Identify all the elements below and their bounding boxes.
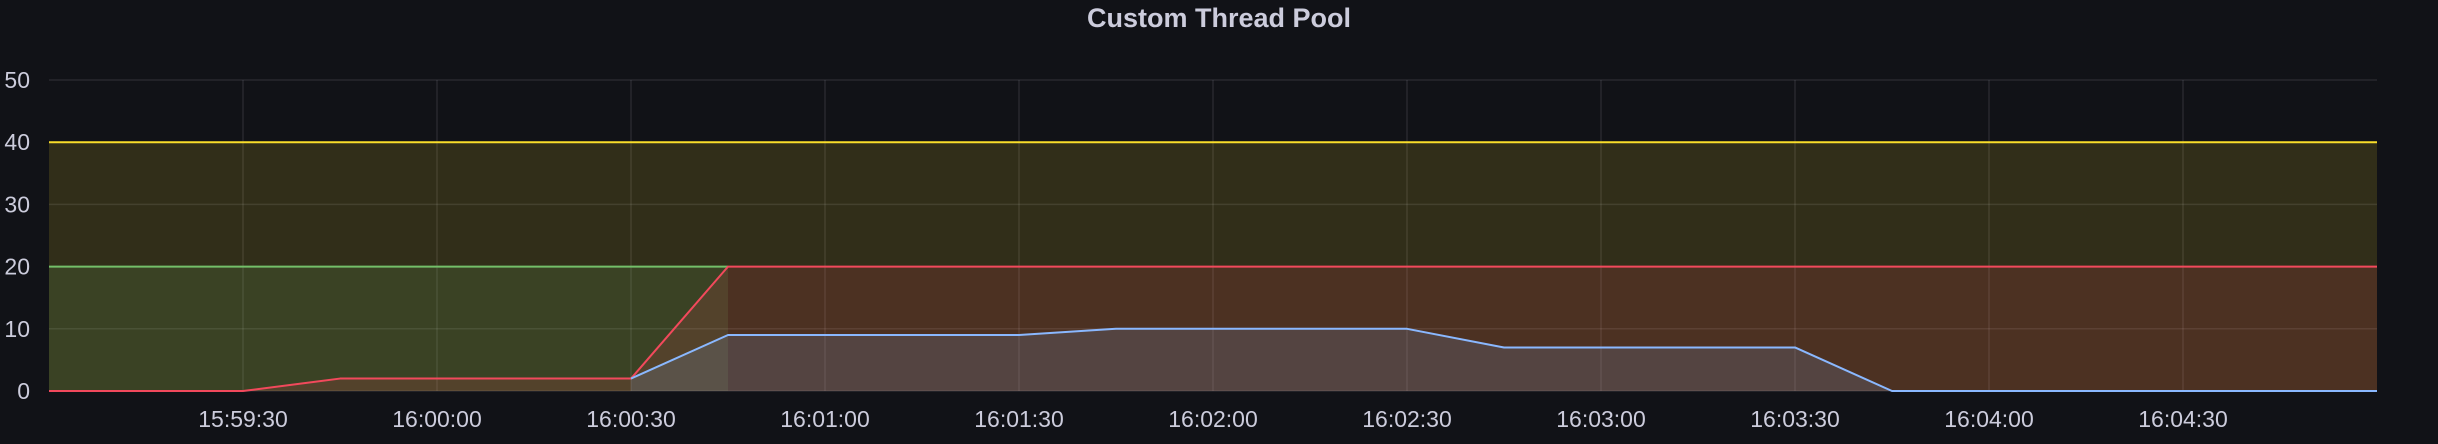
series-line-3[interactable] — [630, 327, 2377, 392]
y-tick-label: 50 — [4, 67, 30, 93]
series-lines — [49, 141, 2377, 392]
y-tick-label: 10 — [4, 316, 30, 342]
x-tick-label: 16:02:00 — [1168, 406, 1258, 432]
y-tick-label: 20 — [4, 254, 30, 280]
x-tick-label: 15:59:30 — [198, 406, 288, 432]
series-area-1 — [49, 266, 728, 391]
x-tick-label: 16:04:30 — [2138, 406, 2228, 432]
y-axis-ticks: 0 10 20 30 40 50 — [4, 67, 30, 404]
y-tick-label: 0 — [17, 378, 30, 404]
x-tick-label: 16:03:00 — [1556, 406, 1646, 432]
y-tick-label: 40 — [4, 129, 30, 155]
panel-title[interactable]: Custom Thread Pool — [1086, 3, 1351, 33]
x-axis-ticks: 15:59:30 16:00:00 16:00:30 16:01:00 16:01:30… — [198, 406, 2228, 432]
series-line-2[interactable] — [49, 265, 2377, 392]
x-tick-label: 16:04:00 — [1944, 406, 2034, 432]
x-tick-label: 16:00:30 — [586, 406, 676, 432]
x-tick-label: 16:00:00 — [392, 406, 482, 432]
y-tick-label: 30 — [4, 191, 30, 217]
x-tick-label: 16:01:00 — [780, 406, 870, 432]
x-tick-label: 16:02:30 — [1362, 406, 1452, 432]
series-area-3 — [631, 328, 2377, 391]
x-tick-label: 16:03:30 — [1750, 406, 1840, 432]
x-tick-label: 16:01:30 — [974, 406, 1064, 432]
